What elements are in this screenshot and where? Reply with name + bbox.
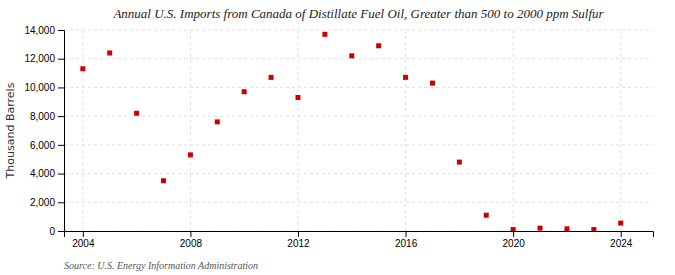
point	[161, 178, 166, 183]
y-axis-title: Thousand Barrels	[4, 82, 17, 179]
grid-line	[190, 30, 191, 231]
tick: 2,000	[30, 197, 64, 208]
grid-line	[513, 30, 514, 231]
tick-label: 2,000	[30, 197, 55, 208]
point	[349, 53, 354, 58]
grid-line	[64, 116, 653, 117]
tick: 2016	[395, 231, 418, 249]
tick: 10,000	[24, 82, 64, 93]
tick-mark	[58, 202, 64, 203]
grid-line	[64, 173, 653, 174]
tick-label: 2020	[503, 238, 526, 249]
point	[242, 89, 247, 94]
point	[457, 160, 462, 165]
point	[295, 95, 300, 100]
point	[538, 226, 543, 231]
tick-label: 0	[49, 226, 55, 237]
point	[134, 111, 139, 116]
grid-line	[405, 30, 406, 231]
grid-line	[64, 202, 653, 203]
tick-mark	[58, 87, 64, 88]
point	[322, 32, 327, 37]
tick: 2024	[610, 231, 633, 249]
tick-mark	[58, 30, 64, 31]
tick-mark	[58, 174, 64, 175]
tick-mark	[58, 59, 64, 60]
tick-mark	[621, 231, 622, 237]
point	[215, 119, 220, 124]
grid-line	[64, 58, 653, 59]
point	[107, 50, 112, 55]
tick-mark	[513, 231, 514, 237]
tick: 14,000	[24, 25, 64, 36]
x-axis: 2004 2008 2012 2016 2020 2024	[65, 231, 654, 249]
tick-mark	[58, 231, 64, 232]
point	[484, 213, 489, 218]
tick-label: 2012	[287, 238, 310, 249]
tick: 0	[49, 226, 64, 237]
tick: 6,000	[30, 140, 64, 151]
tick-mark	[58, 116, 64, 117]
tick: 4,000	[30, 168, 64, 179]
tick-label: 2016	[395, 238, 418, 249]
tick: 2008	[180, 231, 203, 249]
tick: 2020	[503, 231, 526, 249]
grid	[64, 30, 653, 231]
point	[591, 227, 596, 231]
grid-line	[620, 30, 621, 231]
tick-label: 4,000	[30, 168, 55, 179]
point	[80, 66, 85, 71]
point	[269, 75, 274, 80]
tick-label: 14,000	[24, 25, 55, 36]
tick: 8,000	[30, 111, 64, 122]
grid-line	[64, 30, 653, 31]
tick-label: 2004	[72, 238, 95, 249]
grid-line	[64, 87, 653, 88]
point	[564, 226, 569, 231]
point	[430, 81, 435, 86]
tick: 12,000	[24, 53, 64, 64]
annotation: Source: U.S. Energy Information Administ…	[64, 260, 258, 271]
tick-label: 10,000	[24, 82, 55, 93]
tick-label: 2008	[180, 238, 203, 249]
point	[511, 227, 516, 231]
tick-mark	[190, 231, 191, 237]
tick-mark	[83, 231, 84, 237]
grid-line	[297, 30, 298, 231]
tick-mark	[406, 231, 407, 237]
point	[403, 75, 408, 80]
axis-line	[58, 31, 65, 232]
points	[80, 32, 623, 231]
title: Annual U.S. Imports from Canada of Disti…	[112, 6, 604, 21]
point	[618, 221, 623, 226]
axis-line	[65, 232, 654, 238]
tick-mark	[58, 145, 64, 146]
point	[376, 43, 381, 48]
point	[188, 152, 193, 157]
tick-label: 12,000	[24, 53, 55, 64]
y-axis: 0 2,000 4,000 6,000 8,000 10,000 12,000 14,000	[24, 25, 64, 237]
tick: 2012	[287, 231, 310, 249]
tick-mark	[298, 231, 299, 237]
chart: 2004 2008 2012 2016 2020 2024 0 2,000 4,000 6,000…	[0, 0, 675, 275]
grid-line	[82, 30, 83, 231]
tick-label: 8,000	[30, 111, 55, 122]
plot: 2004 2008 2012 2016 2020 2024 0 2,000 4,000 6,000…	[24, 25, 653, 249]
tick-label: 6,000	[30, 140, 55, 151]
tick: 2004	[72, 231, 95, 249]
grid-line	[64, 144, 653, 145]
tick-label: 2024	[610, 238, 633, 249]
